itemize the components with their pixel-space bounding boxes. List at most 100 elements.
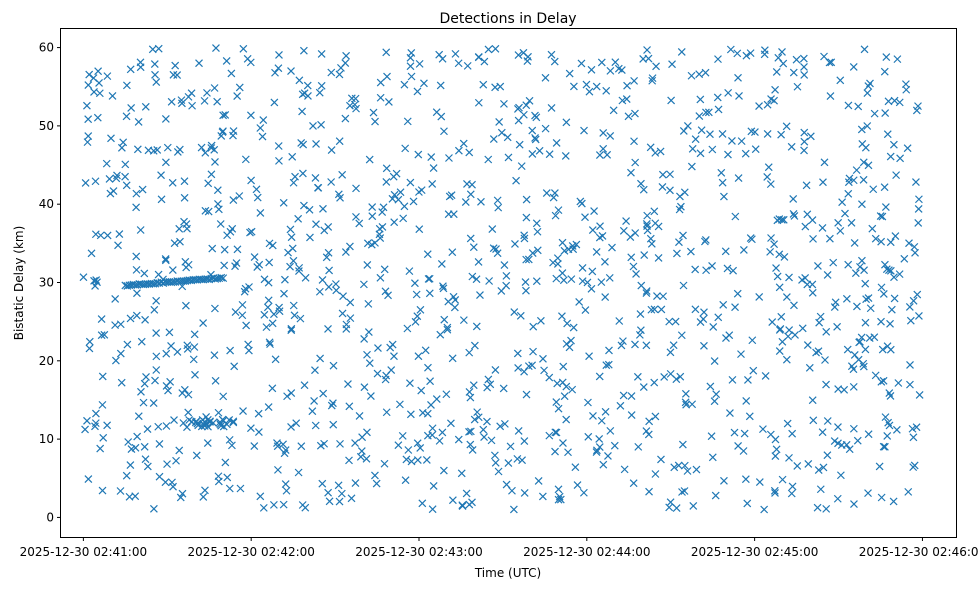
data-point [364,299,373,308]
data-point [636,326,645,335]
data-point [589,412,597,420]
data-point [881,442,889,451]
data-point [122,81,131,90]
data-point [866,79,874,88]
data-point [275,156,283,165]
data-point [532,219,541,228]
data-point [167,342,175,350]
data-point [336,193,344,202]
data-point [726,409,734,418]
data-point [243,54,252,63]
data-point [184,408,193,417]
data-point [324,248,333,257]
data-point [772,445,781,454]
x-tick-label: 2025-12-30 02:42:00 [187,545,314,559]
data-point [602,86,611,95]
data-point [466,440,475,449]
data-point [864,294,873,302]
data-point [843,345,852,354]
data-point [132,311,141,320]
data-point [879,290,888,298]
data-point [602,361,611,370]
data-point [510,308,519,316]
data-point [421,346,430,355]
data-point [448,354,457,363]
data-point [551,211,560,220]
data-point [357,447,366,455]
data-point [800,137,809,146]
data-point [250,253,259,261]
data-point [558,269,567,277]
data-point [96,444,105,453]
data-point [755,478,764,486]
data-point [562,415,571,424]
data-point [504,459,513,467]
data-point [168,178,177,187]
data-point [201,486,209,495]
data-point [413,456,422,464]
data-point [211,158,219,166]
data-point [727,137,736,145]
data-point [229,417,238,426]
data-point [729,266,738,275]
data-point [90,276,98,285]
data-point [857,333,866,342]
data-point [468,498,476,507]
data-point [479,425,488,434]
data-point [854,355,863,364]
data-point [410,279,419,288]
data-point [611,58,620,67]
data-point [552,138,561,147]
data-point [542,189,551,197]
data-point [878,212,887,221]
data-point [300,89,309,98]
data-point [153,145,162,154]
data-point [116,487,125,495]
data-point [780,253,789,261]
data-point [341,114,350,123]
data-point [745,412,754,421]
data-point [270,98,279,107]
data-point [269,500,278,509]
data-point [775,325,784,334]
data-point [374,344,382,352]
data-point [643,46,651,54]
data-point [551,428,560,437]
data-point [199,319,208,328]
data-point [552,428,561,437]
data-point [800,71,809,79]
data-point [606,66,615,75]
data-point [265,338,274,347]
data-point [479,80,488,89]
data-point [557,312,566,321]
data-point [223,473,232,482]
data-point [413,312,422,321]
data-point [552,274,561,283]
data-point [418,499,427,508]
data-point [483,417,491,426]
data-point [439,284,448,293]
data-point [210,304,219,313]
data-point [906,316,915,325]
data-point [681,398,690,407]
data-point [509,505,518,514]
data-point [314,183,323,192]
data-point [514,363,523,372]
data-point [490,451,499,460]
data-point [134,412,143,421]
data-point [161,478,170,487]
data-point [642,427,651,435]
data-point [273,465,282,474]
data-point [83,416,91,425]
data-point [404,446,413,454]
data-point [247,227,256,236]
data-point [823,451,832,460]
data-point [618,96,627,105]
data-point [908,424,917,433]
data-point [345,402,354,411]
data-point [743,376,752,384]
data-point [84,81,93,90]
data-point [826,92,835,101]
data-point [150,305,159,314]
data-point [443,323,452,332]
